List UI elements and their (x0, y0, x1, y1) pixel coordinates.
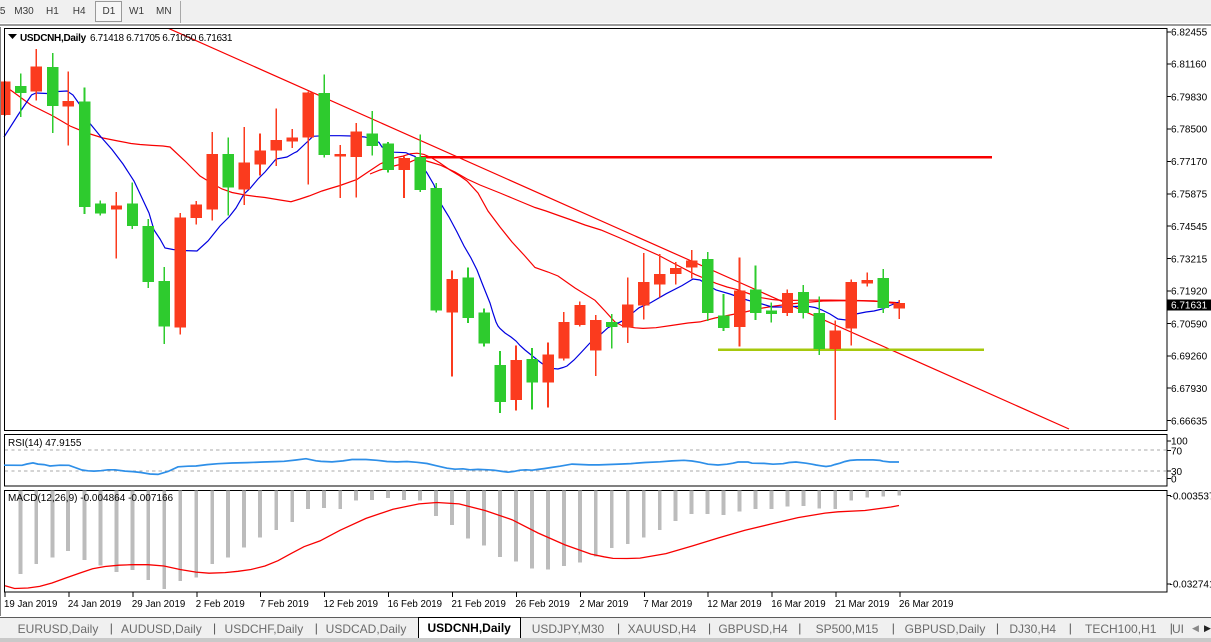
svg-text:MACD(12,26,9) -0.004864 -0.007: MACD(12,26,9) -0.004864 -0.007166 (8, 493, 174, 504)
svg-text:6.81160: 6.81160 (1171, 60, 1207, 71)
svg-text:16 Mar 2019: 16 Mar 2019 (771, 599, 825, 610)
svg-text:6.66635: 6.66635 (1171, 416, 1208, 427)
svg-text:6.67930: 6.67930 (1171, 384, 1208, 395)
svg-text:6.79830: 6.79830 (1171, 92, 1208, 103)
svg-text:21 Feb 2019: 21 Feb 2019 (452, 599, 506, 610)
svg-text:19 Jan 2019: 19 Jan 2019 (4, 599, 57, 610)
svg-text:70: 70 (1171, 446, 1183, 457)
svg-text:6.70590: 6.70590 (1171, 319, 1208, 330)
svg-text:6.71418 6.71705 6.71050 6.7163: 6.71418 6.71705 6.71050 6.71631 (90, 33, 233, 44)
svg-text:12 Mar 2019: 12 Mar 2019 (707, 599, 761, 610)
svg-text:RSI(14) 47.9155: RSI(14) 47.9155 (8, 438, 82, 449)
svg-text:26 Feb 2019: 26 Feb 2019 (515, 599, 569, 610)
svg-text:6.69260: 6.69260 (1171, 352, 1208, 363)
svg-text:0: 0 (1171, 475, 1177, 486)
svg-text:6.74545: 6.74545 (1171, 222, 1208, 233)
svg-text:21 Mar 2019: 21 Mar 2019 (835, 599, 889, 610)
svg-text:7 Feb 2019: 7 Feb 2019 (260, 599, 309, 610)
svg-text:6.77170: 6.77170 (1171, 157, 1208, 168)
svg-text:24 Jan 2019: 24 Jan 2019 (68, 599, 121, 610)
svg-text:30: 30 (1171, 467, 1183, 478)
svg-text:29 Jan 2019: 29 Jan 2019 (132, 599, 185, 610)
svg-text:6.71920: 6.71920 (1171, 287, 1208, 298)
svg-text:2 Mar 2019: 2 Mar 2019 (579, 599, 628, 610)
svg-text:-0.003537: -0.003537 (1170, 491, 1211, 502)
svg-text:-0.032741: -0.032741 (1170, 580, 1211, 591)
svg-text:2 Feb 2019: 2 Feb 2019 (196, 599, 245, 610)
svg-text:7 Mar 2019: 7 Mar 2019 (643, 599, 692, 610)
svg-text:6.82455: 6.82455 (1171, 28, 1208, 39)
svg-text:100: 100 (1171, 437, 1188, 448)
svg-text:12 Feb 2019: 12 Feb 2019 (324, 599, 378, 610)
svg-text:6.75875: 6.75875 (1171, 190, 1208, 201)
svg-text:USDCNH,Daily: USDCNH,Daily (20, 33, 87, 44)
svg-text:6.71631: 6.71631 (1171, 300, 1208, 311)
svg-text:6.78500: 6.78500 (1171, 125, 1208, 136)
svg-text:16 Feb 2019: 16 Feb 2019 (388, 599, 442, 610)
svg-text:26 Mar 2019: 26 Mar 2019 (899, 599, 953, 610)
svg-text:6.73215: 6.73215 (1171, 255, 1208, 266)
